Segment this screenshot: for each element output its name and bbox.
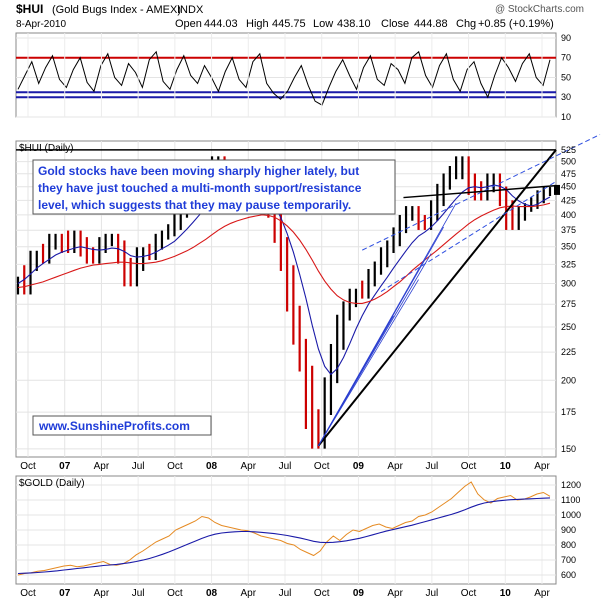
channel-upper-line [362,134,601,251]
annotation-line-1: Gold stocks have been moving sharply hig… [38,164,359,178]
price-x-tick-label: Oct [167,461,183,472]
rsi-tick-label: 10 [561,112,571,122]
price-x-tick-label: 08 [206,461,218,472]
high-label: High [246,18,269,30]
axis-layer: 10 30 50 70 90 150 175 200 225 250 275 300 325 350 375… [20,33,581,599]
price-tick-label: 200 [561,375,576,385]
price-tick-label: 250 [561,322,576,332]
watermark: @ StockCharts.com [495,4,584,15]
price-tick-label: 350 [561,242,576,252]
open-value: 444.03 [204,18,238,30]
gold-x-tick-label: Jul [132,588,145,599]
price-tick-label: 175 [561,407,576,417]
price-x-tick-label: 09 [353,461,365,472]
price-tick-label: 150 [561,444,576,454]
last-price-marker [554,184,560,195]
price-tick-label: 275 [561,299,576,309]
gold-x-tick-label: Apr [387,588,403,599]
low-value: 438.10 [337,18,371,30]
gold-tick-label: 800 [561,540,576,550]
support-resistance-line [403,184,557,199]
price-tick-label: 475 [561,169,576,179]
gold-x-tick-label: Apr [94,588,110,599]
gold-x-tick-label: Jul [425,588,438,599]
price-x-tick-label: Apr [94,461,110,472]
gold-tick-label: 1100 [561,495,580,505]
gold-x-tick-label: Jul [279,588,292,599]
rsi-panel [15,32,557,118]
chart-symbol: $HUI [16,2,43,16]
price-x-tick-label: Apr [534,461,550,472]
close-label: Close [381,18,409,30]
rsi-tick-label: 90 [561,33,571,43]
annotation-line-3: level, which suggests that they may paus… [38,198,351,212]
rsi-tick-label: 50 [561,72,571,82]
annotation-line-2: they have just touched a multi-month sup… [38,181,362,195]
gold-panel-legend: $GOLD (Daily) [19,478,85,489]
gold-x-tick-label: Apr [241,588,257,599]
price-x-tick-label: Oct [314,461,330,472]
gold-x-tick-label: Oct [167,588,183,599]
price-x-tick-label: Jul [132,461,145,472]
gold-tick-label: 900 [561,525,576,535]
gold-tick-label: 600 [561,570,576,580]
gold-tick-label: 700 [561,555,576,565]
price-tick-label: 225 [561,347,576,357]
price-panel-legend: $HUI (Daily) [19,143,73,154]
gold-tick-label: 1200 [561,480,581,490]
high-value: 445.75 [272,18,306,30]
gold-price-line [17,481,551,576]
rsi-series-line [17,50,551,106]
chart-exchange: INDX [177,4,204,16]
price-x-tick-label: Apr [241,461,257,472]
gold-x-tick-label: Oct [461,588,477,599]
price-tick-label: 425 [561,195,576,205]
price-x-tick-label: Oct [20,461,36,472]
price-tick-label: 300 [561,278,576,288]
low-label: Low [313,18,333,30]
website-box[interactable] [32,415,212,436]
price-tick-label: 400 [561,210,576,220]
gold-x-tick-label: Apr [534,588,550,599]
main-uptrend-line [317,149,557,447]
price-tick-label: 450 [561,182,576,192]
rsi-tick-label: 70 [561,53,571,63]
chart-date: 8-Apr-2010 [16,19,66,30]
price-tick-label: 375 [561,225,576,235]
gold-x-tick-label: Oct [314,588,330,599]
gold-layer [16,476,556,584]
rsi-tick-label: 30 [561,92,571,102]
price-x-tick-label: Apr [387,461,403,472]
gold-x-tick-label: 08 [206,588,218,599]
fan-line [318,202,457,446]
chg-label: Chg [456,18,476,30]
price-x-tick-label: 10 [500,461,512,472]
open-label: Open [175,18,202,30]
price-x-tick-label: 07 [59,461,71,472]
chg-value: +0.85 (+0.19%) [478,18,554,30]
close-value: 444.88 [414,18,448,30]
price-tick-label: 500 [561,157,576,167]
price-tick-label: 525 [561,145,576,155]
channel-lower-line [380,181,557,292]
annotation-box [32,159,396,215]
price-x-tick-label: Jul [279,461,292,472]
long-ma-line [17,202,551,304]
rsi-layer [16,33,556,118]
website-link[interactable]: www.SunshineProfits.com [38,419,190,433]
gold-x-tick-label: Oct [20,588,36,599]
gold-x-tick-label: 09 [353,588,365,599]
price-x-tick-label: Jul [425,461,438,472]
price-x-tick-label: Oct [461,461,477,472]
gold-tick-label: 1000 [561,510,581,520]
gold-x-tick-label: 10 [500,588,512,599]
price-tick-label: 325 [561,259,576,269]
chart-index-name: (Gold Bugs Index - AMEX) [52,4,181,16]
gold-ma-line [17,497,551,575]
gold-x-tick-label: 07 [59,588,71,599]
